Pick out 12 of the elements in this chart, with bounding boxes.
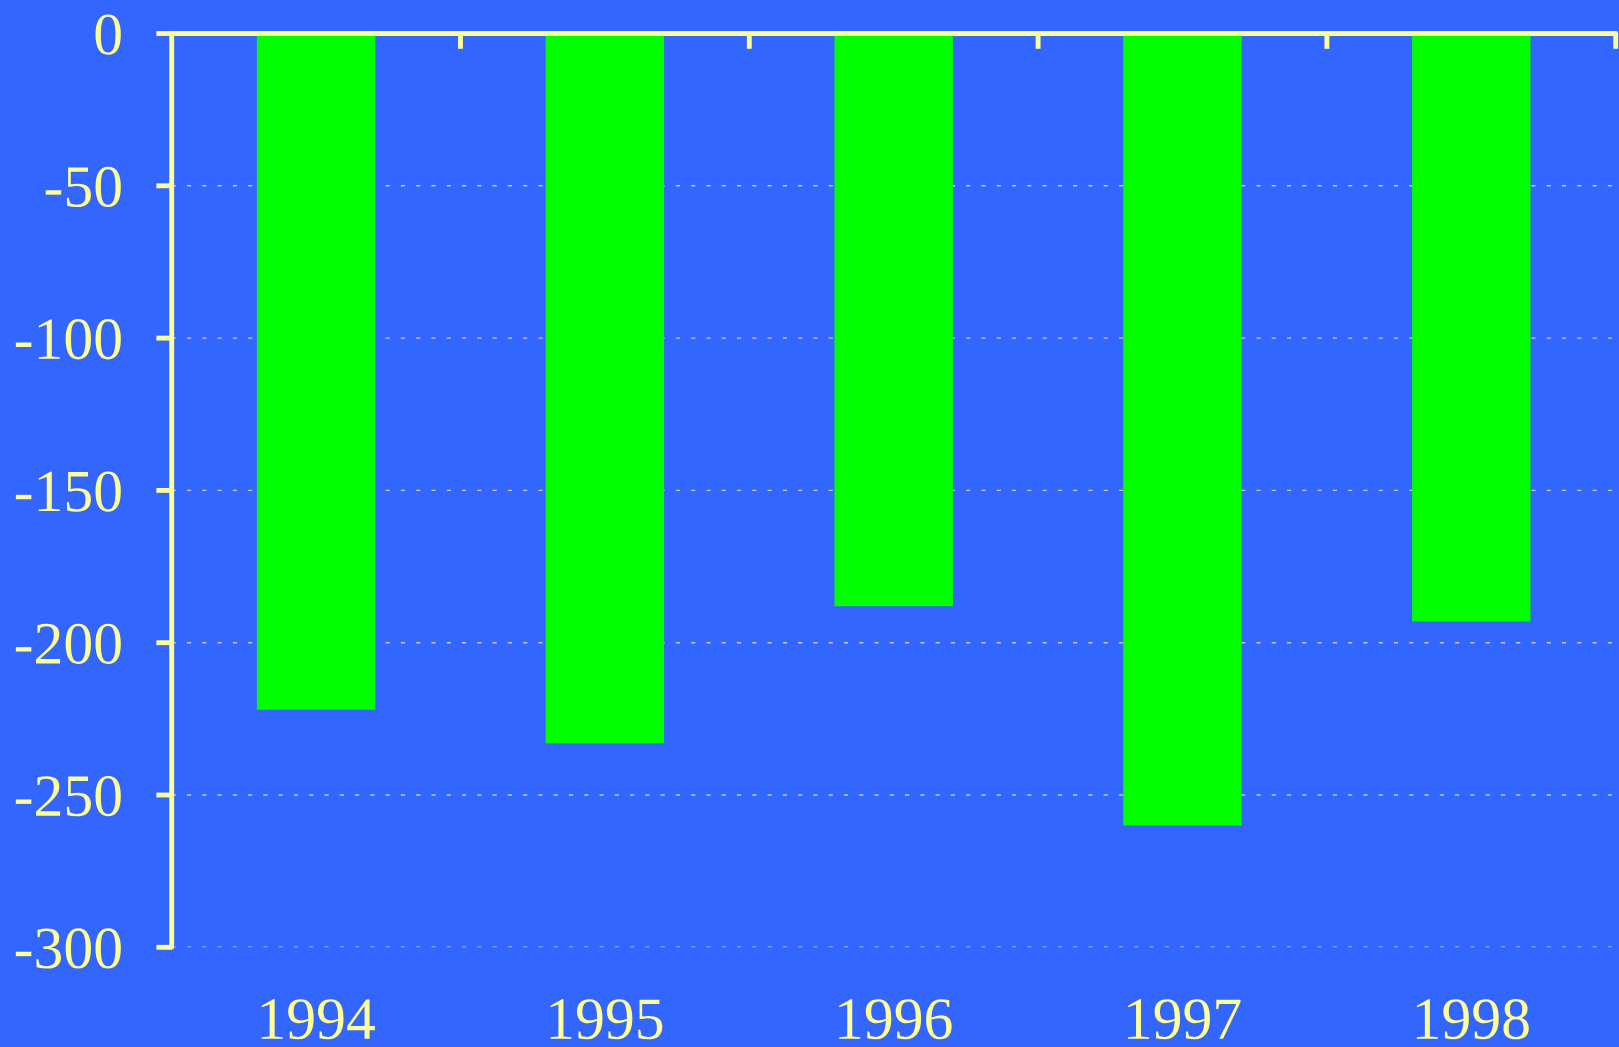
y-tick-label: -50 (45, 166, 121, 208)
y-tick-label: -300 (15, 928, 121, 969)
x-tick-label: 1995 (550, 999, 663, 1040)
x-tick-label: 1994 (261, 999, 375, 1040)
y-tick-label: -100 (15, 319, 121, 360)
x-tick-label: 1996 (839, 999, 952, 1040)
y-tick-label: -150 (15, 471, 121, 512)
x-tick-label: 1998 (1416, 999, 1529, 1040)
y-tick-label: -250 (15, 776, 121, 817)
y-tick-label: -200 (15, 623, 121, 665)
y-tick-label: 0 (95, 14, 121, 55)
x-tick-label: 1997 (1128, 999, 1241, 1040)
